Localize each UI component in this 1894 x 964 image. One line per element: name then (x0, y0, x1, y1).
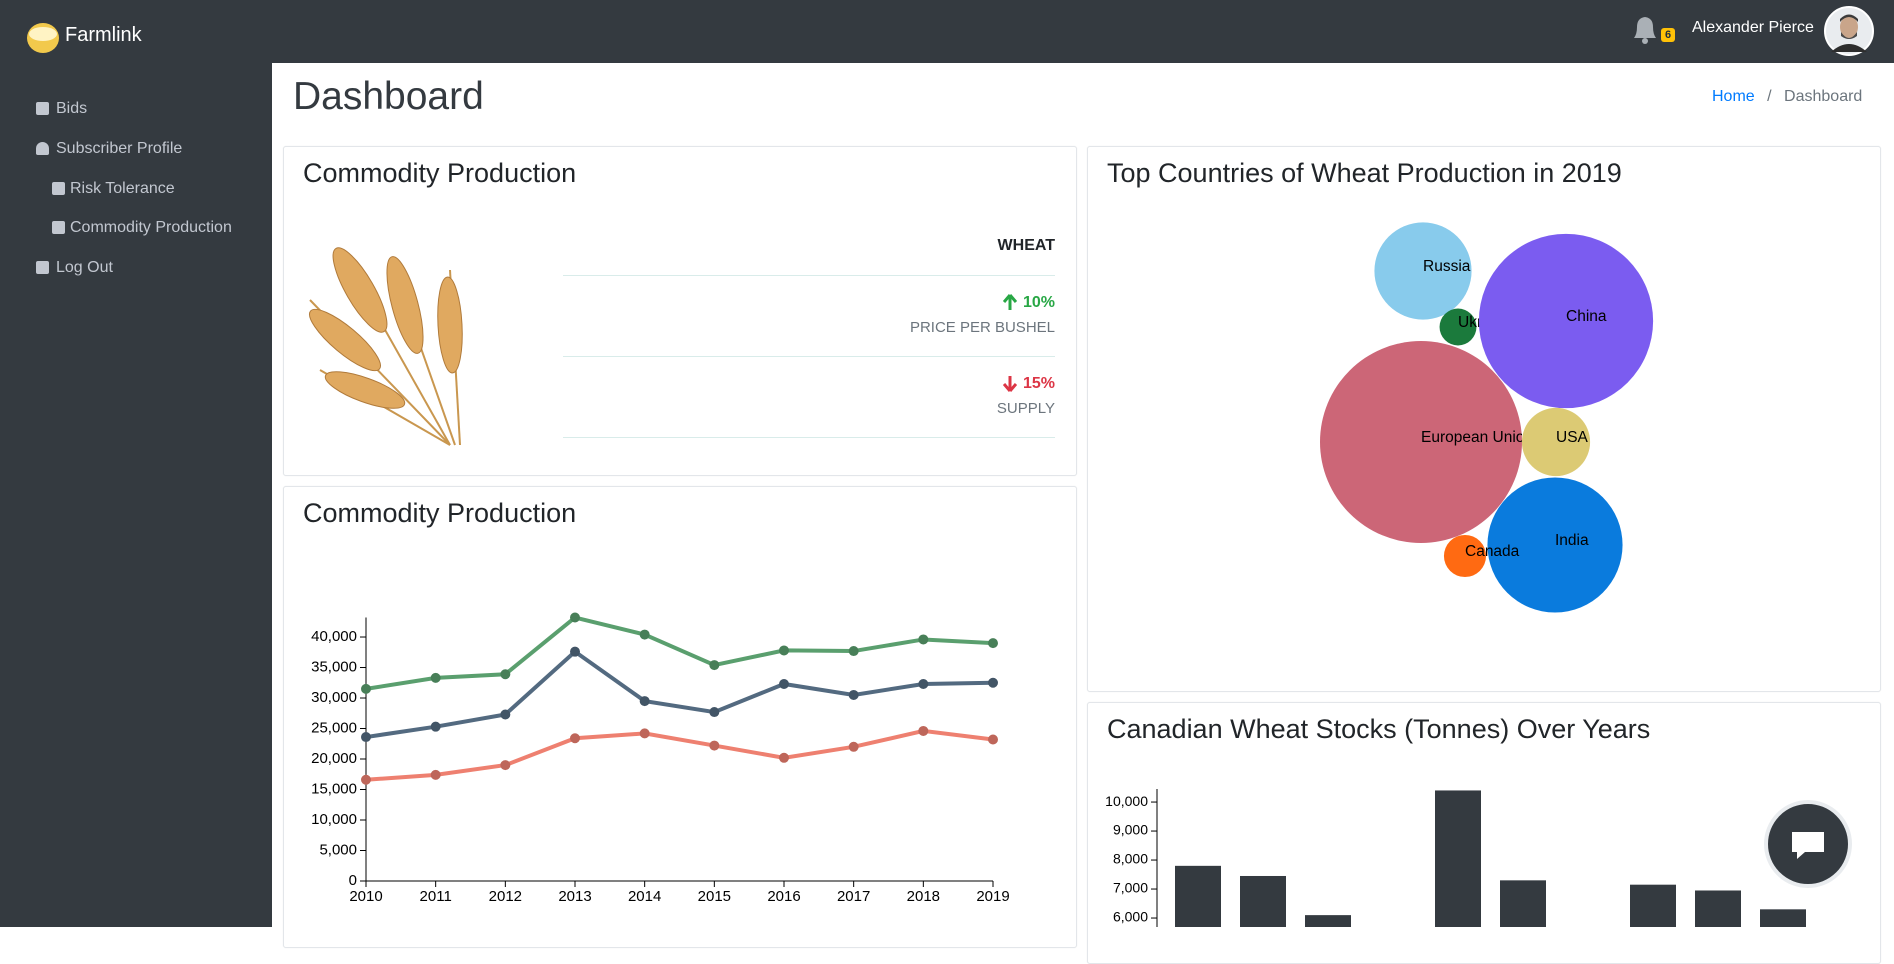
avatar[interactable] (1824, 6, 1874, 56)
breadcrumb-current: Dashboard (1784, 88, 1863, 105)
commodity-name: WHEAT (997, 237, 1055, 254)
card-title: Canadian Wheat Stocks (Tonnes) Over Year… (1107, 714, 1651, 744)
nav-label[interactable]: Risk Tolerance (70, 180, 175, 197)
wheat-image (309, 247, 463, 446)
brand[interactable]: Farmlink (65, 24, 142, 46)
divider (563, 437, 1055, 438)
stat-change: 15% (1022, 375, 1055, 392)
nav-item[interactable]: Log Out (36, 258, 113, 278)
arrow-down (1003, 376, 1017, 392)
breadcrumb-link[interactable]: Home (1712, 88, 1755, 105)
breadcrumb-separator: / (1767, 88, 1772, 105)
arrow-up (1003, 294, 1017, 310)
nav-item[interactable]: Risk Tolerance (52, 179, 175, 199)
nav-label[interactable]: Subscriber Profile (56, 140, 183, 157)
card-title: Commodity Production (303, 158, 577, 188)
nav-item[interactable]: Subscriber Profile (36, 139, 182, 159)
bell-icon[interactable] (1628, 12, 1662, 46)
stat-change: 10% (1022, 294, 1055, 311)
divider (563, 356, 1055, 357)
card (283, 486, 1077, 948)
breadcrumb: Home / Dashboard (1712, 88, 1862, 106)
nav-label[interactable]: Commodity Production (70, 219, 232, 236)
navbar: Farmlink 6 Alexander Pierce (0, 0, 1894, 63)
logo (27, 23, 59, 53)
card-title: Commodity Production (303, 498, 577, 528)
notification-badge: 6 (1661, 28, 1676, 42)
user-name[interactable]: Alexander Pierce (1692, 19, 1814, 36)
nav-item[interactable]: Commodity Production (52, 218, 232, 238)
chat-button[interactable] (1763, 799, 1853, 889)
card (1087, 146, 1881, 692)
stat-label: SUPPLY (996, 400, 1055, 417)
card-title: Top Countries of Wheat Production in 201… (1107, 158, 1622, 188)
nav-label[interactable]: Log Out (56, 259, 113, 276)
stat-label: PRICE PER BUSHEL (909, 319, 1055, 336)
page-title: Dashboard (293, 75, 484, 118)
nav-item[interactable]: Bids (36, 99, 87, 119)
sidebar: Bids Subscriber Profile Risk Tolerance C… (0, 63, 272, 927)
nav-label[interactable]: Bids (56, 100, 88, 117)
divider (563, 275, 1055, 276)
